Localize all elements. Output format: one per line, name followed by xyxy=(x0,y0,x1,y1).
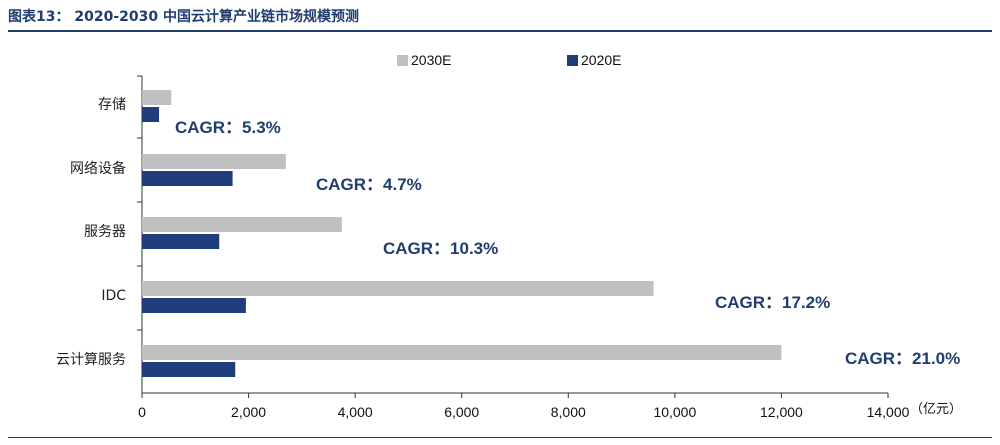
chart-title: 图表13： 2020-2030 中国云计算产业链市场规模预测 xyxy=(8,9,359,25)
legend-swatch-2030e xyxy=(397,55,408,66)
bottom-rule xyxy=(8,437,992,438)
cagr-annotation: CAGR：10.3% xyxy=(383,239,498,258)
legend-label: 2020E xyxy=(581,52,621,68)
bar-2030e xyxy=(142,90,172,105)
x-tick-label: 14,000 xyxy=(867,404,910,420)
bar-2030e xyxy=(142,281,654,296)
cagr-annotation: CAGR：5.3% xyxy=(175,118,281,137)
bar-2020e xyxy=(142,107,160,122)
x-unit-label: （亿元） xyxy=(910,402,962,417)
category-label: 云计算服务 xyxy=(56,352,126,368)
bar-2020e xyxy=(142,362,236,377)
legend-swatch-2020e xyxy=(567,55,578,66)
x-tick-label: 10,000 xyxy=(653,404,696,420)
bar-2020e xyxy=(142,234,220,249)
x-tick-label: 6,000 xyxy=(444,404,479,420)
category-label: 服务器 xyxy=(84,224,126,240)
category-label: 网络设备 xyxy=(70,160,126,177)
cagr-annotation: CAGR：21.0% xyxy=(845,349,960,368)
x-tick-label: 0 xyxy=(138,404,146,420)
x-tick-label: 12,000 xyxy=(760,404,803,420)
x-tick-label: 2,000 xyxy=(231,404,266,420)
x-tick-label: 8,000 xyxy=(551,404,586,420)
bar-2030e xyxy=(142,154,286,169)
bar-2020e xyxy=(142,171,233,186)
cagr-annotation: CAGR：4.7% xyxy=(316,175,422,194)
bar-2030e xyxy=(142,217,342,232)
x-tick-label: 4,000 xyxy=(338,404,373,420)
cagr-annotation: CAGR：17.2% xyxy=(715,293,830,312)
title-bar: 图表13： 2020-2030 中国云计算产业链市场规模预测 xyxy=(8,4,992,32)
category-label: 存储 xyxy=(98,97,126,113)
bar-2030e xyxy=(142,345,782,360)
category-label: IDC xyxy=(101,288,126,304)
legend-label: 2030E xyxy=(411,52,451,68)
bar-2020e xyxy=(142,298,246,313)
